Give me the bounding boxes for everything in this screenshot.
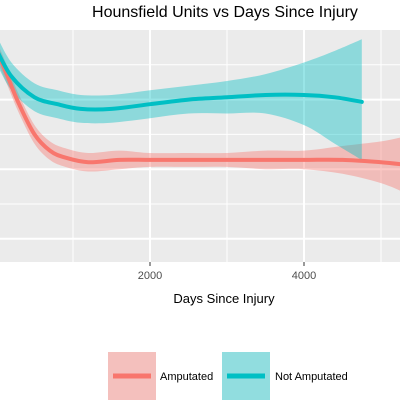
x-axis-ticks: 2000 4000 [138, 262, 316, 282]
line-not-amputated [0, 52, 364, 112]
chart-title: Hounsfield Units vs Days Since Injury [92, 4, 358, 21]
legend-label-not-amputated: Not Amputated [275, 371, 348, 383]
ribbon-amputated [0, 48, 400, 191]
line-amputated [0, 53, 400, 167]
series-lines [0, 52, 400, 167]
x-tick-label-1: 4000 [292, 270, 316, 282]
plot-panel [0, 30, 400, 262]
x-tick-label-0: 2000 [138, 270, 162, 282]
x-axis-label: Days Since Injury [173, 291, 275, 306]
legend: Amputated Not Amputated [108, 352, 348, 400]
legend-label-amputated: Amputated [160, 371, 213, 383]
minor-grid [0, 30, 400, 262]
